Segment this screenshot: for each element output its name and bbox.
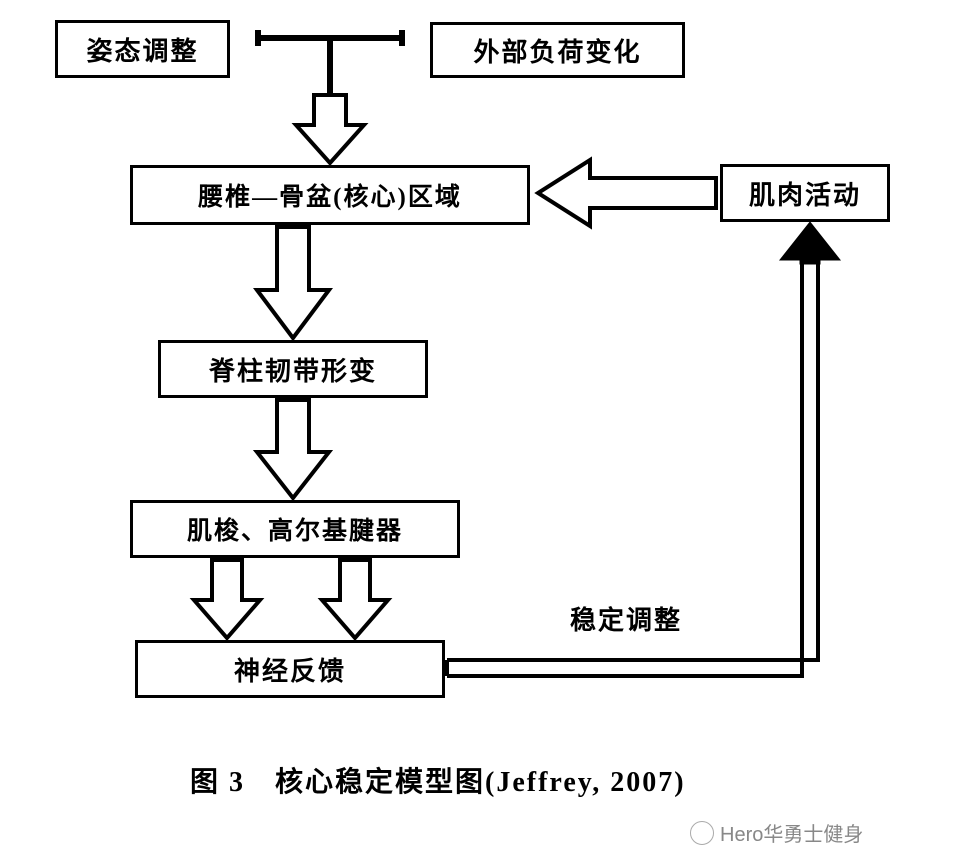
arrows-layer: [0, 0, 968, 866]
arrow-muscle-to-core: [538, 160, 716, 226]
arrow-t-to-core: [296, 95, 364, 163]
arrow-ligament-to-receptor: [257, 400, 329, 498]
arrow-core-to-ligament: [257, 227, 329, 338]
edge-label-text: 稳定调整: [570, 606, 682, 635]
diagram-canvas: 姿态调整 外部负荷变化 腰椎—骨盆(核心)区域 肌肉活动 脊柱韧带形变 肌梭、高…: [0, 0, 968, 866]
feedback-arrowhead: [780, 222, 840, 264]
arrow-receptor-to-feedback-right: [322, 560, 388, 638]
arrow-receptor-to-feedback-left: [194, 560, 260, 638]
edge-label-stable: 稳定调整: [570, 600, 682, 637]
t-junction: [258, 30, 402, 100]
